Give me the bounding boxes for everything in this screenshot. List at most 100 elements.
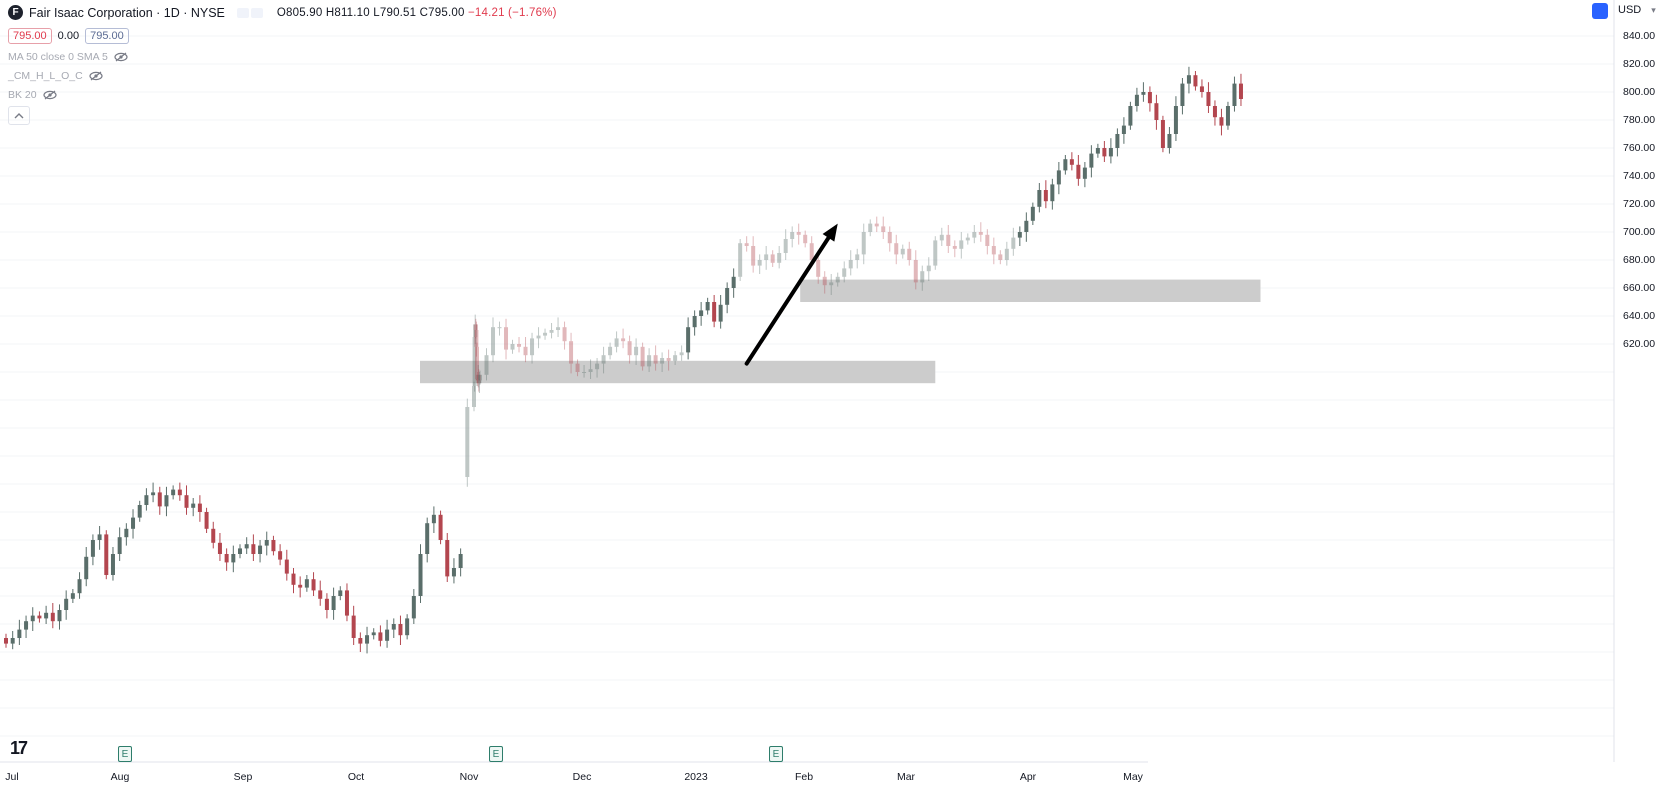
candle-body [304,579,309,588]
candle [920,265,925,291]
candle [861,223,866,265]
candle [90,534,95,566]
candle [913,250,918,290]
candle [718,295,723,329]
candle [757,254,762,274]
indicator-row-2[interactable]: BK 20 [8,89,57,101]
candle-body [777,253,782,263]
candle-body [543,332,548,336]
candle [1206,82,1211,113]
candle [1017,226,1022,246]
indicator-label: MA 50 close 0 SMA 5 [8,51,108,63]
candle [211,521,216,549]
candle [1141,82,1146,102]
candle [1160,115,1165,153]
eye-crossed-icon[interactable] [89,71,103,81]
currency-selector[interactable]: USD ▾ [1618,4,1656,16]
candle-body [751,246,756,266]
header-buttons[interactable] [236,7,263,18]
candle [97,526,102,550]
candle-body [251,544,256,554]
candle-body [84,556,89,580]
eye-crossed-icon[interactable] [114,52,128,62]
candle [634,338,639,365]
candle [110,547,115,581]
candle [725,282,730,314]
candle-body [1238,83,1243,99]
earnings-icon[interactable]: E [118,746,132,762]
candle [1082,162,1087,188]
candle [217,533,222,561]
candle-body [874,223,879,227]
candle [796,223,801,245]
candle-body [378,632,383,641]
symbol-title[interactable]: Fair Isaac Corporation · 1D · NYSE [29,5,225,20]
candle-body [476,374,481,381]
candle [10,631,15,650]
candle-body [497,327,502,329]
candle-body [284,559,289,574]
candle-body [1225,106,1230,126]
candle-body [151,492,156,496]
candle [1076,155,1081,186]
candle-body [177,489,182,496]
candle-body [298,584,303,588]
candle-body [796,232,801,235]
candle-body [764,254,769,260]
eye-crossed-icon[interactable] [43,90,57,100]
candle [1134,87,1139,112]
tradingview-logo[interactable]: 17 [10,738,28,758]
candle [104,530,109,580]
sell-price-button[interactable]: 795.00 [8,28,52,44]
compare-icon[interactable] [1592,3,1608,19]
candle-body [4,638,8,644]
candle [835,272,840,287]
candle-body [933,240,938,266]
candle [70,589,75,603]
candle [472,381,476,412]
indicator-row-1[interactable]: _CM_H_L_O_C [8,70,103,82]
candle [473,314,478,344]
candle [666,349,671,371]
price-tick-label: 800.00 [1623,86,1656,98]
earnings-icon[interactable]: E [769,746,783,762]
candle [679,345,684,361]
time-tick-label: Nov [459,771,479,783]
candle-body [718,304,723,322]
earnings-icon[interactable]: E [489,746,503,762]
candle-body [264,540,269,546]
candle [790,226,795,248]
candle-body [1134,94,1139,106]
candle-body [1069,159,1074,165]
candle [358,632,363,652]
time-tick-label: 2023 [684,771,708,783]
candle-body [64,598,69,610]
indicator-row-0[interactable]: MA 50 close 0 SMA 5 [8,51,128,63]
candle [37,611,42,623]
candle-body [291,573,296,585]
candle [124,523,129,546]
candle [131,509,136,539]
candle [391,618,396,638]
candle-body [451,568,456,577]
buy-price-button[interactable]: 795.00 [85,28,129,44]
time-tick-label: Aug [110,771,130,783]
collapse-legend-button[interactable] [8,106,30,125]
candle [1154,94,1159,130]
support-zone [420,360,936,384]
candle [191,498,196,517]
indicator-label: _CM_H_L_O_C [8,70,83,82]
candle [1219,108,1224,136]
candle-body [1206,92,1211,106]
candle-body [1154,103,1159,120]
candle-body [887,232,892,244]
candle-body [445,540,450,577]
candle [1108,138,1113,164]
chevron-up-icon [14,112,24,118]
candle [258,540,263,563]
candle-body [692,316,697,328]
candle [278,544,283,566]
candle [1232,76,1237,112]
candle [431,506,436,533]
